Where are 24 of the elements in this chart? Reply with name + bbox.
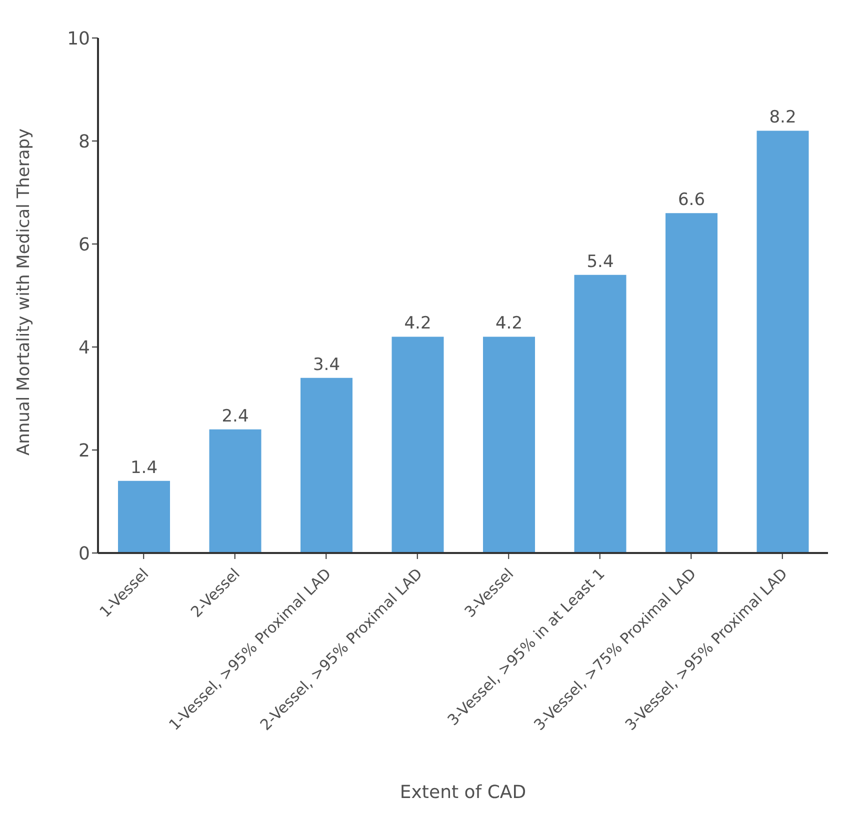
data-label: 4.2 (495, 314, 523, 334)
y-tick-label: 0 (78, 543, 90, 564)
bar (756, 130, 809, 553)
y-tick-label: 10 (67, 28, 90, 50)
y-tick-label: 2 (78, 440, 90, 462)
data-label: 1.4 (130, 458, 158, 478)
bar (574, 274, 626, 553)
bar (300, 378, 352, 553)
bar (118, 480, 170, 553)
data-label: 4.2 (404, 314, 432, 334)
data-label: 8.2 (769, 108, 796, 128)
y-tick-label: 4 (78, 337, 90, 358)
bar (483, 336, 535, 553)
y-axis-title: Annual Mortality with Medical Therapy (14, 128, 34, 456)
bar (392, 336, 444, 553)
data-label: 2.4 (222, 406, 249, 426)
data-label: 5.4 (586, 252, 614, 272)
x-axis-title: Extent of CAD (400, 782, 526, 803)
y-tick-label: 8 (78, 131, 90, 152)
data-label: 6.6 (678, 190, 706, 210)
data-label: 3.4 (312, 354, 340, 375)
y-tick-label: 6 (78, 234, 90, 256)
bar (666, 213, 718, 553)
bar (209, 429, 262, 553)
